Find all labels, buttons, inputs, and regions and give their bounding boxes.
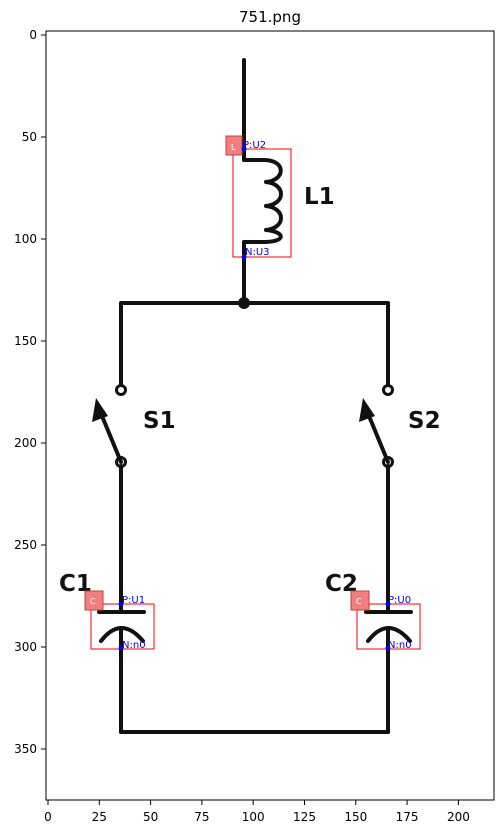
inductor-pos-node-label: P:U2 <box>243 140 266 151</box>
inductor-pos-node-dot <box>241 146 247 152</box>
x-tick-label: 150 <box>344 810 367 824</box>
switch1-blade <box>100 414 123 464</box>
y-axis: 0 50 100 150 200 250 300 350 <box>14 28 46 756</box>
inductor-tag: L <box>231 143 236 152</box>
inductor-label: L1 <box>304 184 335 210</box>
inductor-detection: L P:U2 N:U3 <box>225 135 292 260</box>
inductor-coil <box>242 158 283 244</box>
x-tick-label: 0 <box>44 810 52 824</box>
switch2-arrowhead <box>359 398 375 422</box>
cap1-tag-box <box>84 590 104 611</box>
x-axis: 0 25 50 75 100 125 150 175 200 <box>44 800 470 824</box>
y-tick-label: 0 <box>29 28 37 42</box>
switch2-blade <box>367 414 390 464</box>
y-tick-label: 250 <box>14 538 37 552</box>
y-tick-label: 50 <box>22 130 37 144</box>
y-tick-label: 200 <box>14 436 37 450</box>
switch2-label: S2 <box>408 408 441 434</box>
switch2-top-terminal <box>382 384 394 396</box>
x-tick-label: 200 <box>447 810 470 824</box>
y-tick-label: 300 <box>14 640 37 654</box>
cap2-tag-box <box>350 590 370 611</box>
cap2-pos-node-label: P:U0 <box>388 595 411 606</box>
switch1-arrowhead <box>92 398 108 422</box>
inductor-neg-node-dot <box>241 254 247 260</box>
x-tick-label: 100 <box>242 810 265 824</box>
cap1-tag: C <box>90 597 96 606</box>
inductor-neg-node-label: N:U3 <box>245 247 270 258</box>
inductor-bbox <box>232 148 292 258</box>
x-tick-label: 125 <box>293 810 316 824</box>
cap1-neg-node-label: N:n0 <box>122 640 146 651</box>
cap2-tag: C <box>356 597 362 606</box>
cap2-pos-node-dot <box>385 601 391 607</box>
figure-title: 751.png <box>239 8 301 26</box>
cap1-pos-node-label: P:U1 <box>122 595 145 606</box>
top-bus-wire <box>119 301 390 391</box>
cap2-detection: C P:U0 N:n0 <box>350 590 421 651</box>
switch1-top-terminal <box>115 384 127 396</box>
y-tick-label: 150 <box>14 334 37 348</box>
x-tick-label: 75 <box>194 810 209 824</box>
cap1-neg-node-dot <box>118 645 124 651</box>
x-tick-label: 175 <box>396 810 419 824</box>
y-tick-label: 350 <box>14 742 37 756</box>
switch1-label: S1 <box>143 408 176 434</box>
cap2-neg-node-dot <box>385 645 391 651</box>
x-tick-label: 50 <box>143 810 158 824</box>
cap2-neg-node-label: N:n0 <box>388 640 412 651</box>
circuit <box>92 58 413 734</box>
cap1-detection: C P:U1 N:n0 <box>84 590 155 651</box>
cap1-pos-node-dot <box>118 601 124 607</box>
x-tick-label: 25 <box>92 810 107 824</box>
inductor-tag-box <box>225 135 243 156</box>
y-tick-label: 100 <box>14 232 37 246</box>
junction-dot <box>238 297 250 309</box>
